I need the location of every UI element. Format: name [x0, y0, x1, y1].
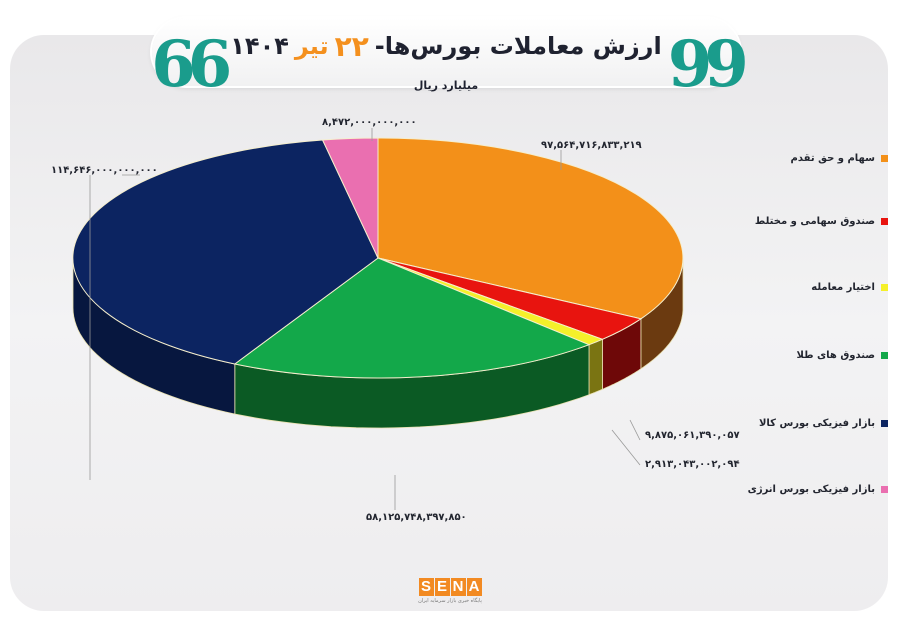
legend-item-gold-funds: صندوق های طلا — [796, 350, 888, 361]
legend-item-mixed-funds: صندوق سهامی و مختلط — [755, 216, 888, 227]
legend-swatch — [881, 155, 888, 162]
legend-swatch — [881, 352, 888, 359]
chart-title: ارزش معاملات بورس‌ها- — [374, 32, 662, 60]
value-label-options: ۲,۹۱۳,۰۴۳,۰۰۲,۰۹۴ — [645, 459, 740, 470]
value-label-gold-funds: ۵۸,۱۲۵,۷۴۸,۳۹۷,۸۵۰ — [366, 512, 467, 523]
value-label-stocks: ۹۷,۵۶۴,۷۱۶,۸۳۳,۲۱۹ — [541, 140, 642, 151]
value-label-commodity: ۱۱۴,۶۴۶,۰۰۰,۰۰۰,۰۰۰ — [51, 165, 158, 176]
legend-swatch — [881, 218, 888, 225]
legend-item-commodity: بازار فیزیکی بورس کالا — [759, 418, 888, 429]
legend-item-energy: بازار فیزیکی بورس انرژی — [748, 484, 888, 495]
legend-swatch — [881, 486, 888, 493]
value-label-energy: ۸,۴۷۲,۰۰۰,۰۰۰,۰۰۰ — [322, 117, 417, 128]
legend-swatch — [881, 420, 888, 427]
legend-item-stocks: سهام و حق تقدم — [791, 153, 888, 164]
legend-swatch — [881, 284, 888, 291]
legend-item-options: اختیار معامله — [811, 282, 888, 293]
unit-subtitle: میلیارد ریال — [413, 79, 479, 92]
title-banner: 99 ارزش معاملات بورس‌ها- ۲۲ تیر ۱۴۰۴ 66 … — [151, 18, 749, 97]
title-day: ۲۲ — [334, 29, 369, 63]
value-label-mixed-funds: ۹,۸۷۵,۰۶۱,۳۹۰,۰۵۷ — [645, 430, 740, 441]
sena-logo: S E N A پایگاه خبری بازار سرمایه ایران — [418, 578, 482, 604]
title-month: تیر — [294, 32, 329, 60]
title-year: ۱۴۰۴ — [230, 32, 289, 60]
